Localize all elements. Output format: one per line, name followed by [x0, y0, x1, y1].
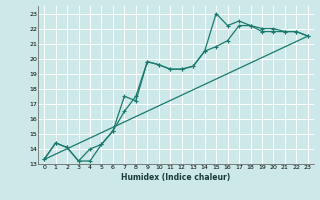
X-axis label: Humidex (Indice chaleur): Humidex (Indice chaleur) [121, 173, 231, 182]
